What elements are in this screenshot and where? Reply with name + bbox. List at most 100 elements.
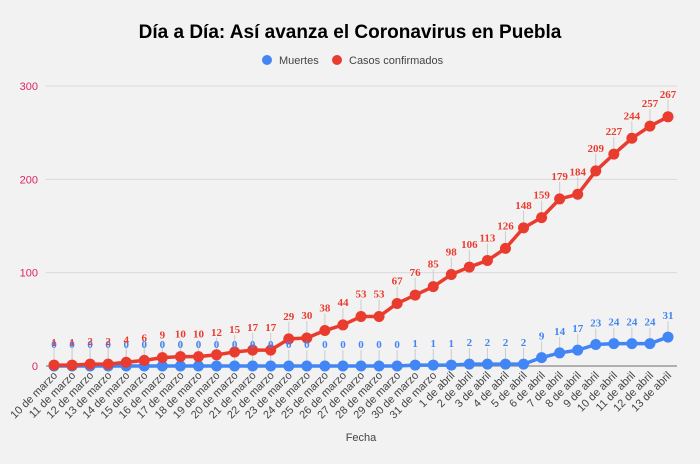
data-label-casos: 2 xyxy=(87,336,93,348)
point-muertes[interactable] xyxy=(229,360,241,372)
point-muertes[interactable] xyxy=(192,360,204,372)
point-casos[interactable] xyxy=(481,255,493,267)
data-label-casos: 267 xyxy=(660,89,677,101)
point-casos[interactable] xyxy=(192,351,204,363)
legend-marker-muertes xyxy=(262,55,272,65)
point-casos[interactable] xyxy=(211,349,223,361)
point-casos[interactable] xyxy=(554,193,566,205)
point-muertes[interactable] xyxy=(662,331,674,343)
data-label-casos: 67 xyxy=(392,275,404,287)
point-muertes[interactable] xyxy=(445,359,457,371)
point-casos[interactable] xyxy=(355,311,367,323)
point-casos[interactable] xyxy=(644,120,656,132)
point-casos[interactable] xyxy=(66,359,78,371)
point-muertes[interactable] xyxy=(572,344,584,356)
data-label-muertes: 0 xyxy=(214,339,220,351)
point-casos[interactable] xyxy=(536,212,548,224)
point-casos[interactable] xyxy=(391,297,403,309)
point-casos[interactable] xyxy=(48,359,60,371)
data-label-muertes: 1 xyxy=(430,338,436,350)
point-muertes[interactable] xyxy=(499,358,511,370)
data-label-muertes: 0 xyxy=(322,339,328,351)
point-muertes[interactable] xyxy=(463,358,475,370)
point-muertes[interactable] xyxy=(265,360,277,372)
point-casos[interactable] xyxy=(301,332,313,344)
point-muertes[interactable] xyxy=(409,359,421,371)
chart-title: Día a Día: Así avanza el Coronavirus en … xyxy=(139,22,562,43)
point-casos[interactable] xyxy=(120,356,132,368)
point-casos[interactable] xyxy=(265,344,277,356)
point-casos[interactable] xyxy=(463,261,475,273)
point-casos[interactable] xyxy=(283,333,295,345)
data-label-casos: 85 xyxy=(428,259,440,271)
point-casos[interactable] xyxy=(572,188,584,200)
data-label-casos: 9 xyxy=(160,330,166,342)
data-label-muertes: 31 xyxy=(663,310,674,322)
data-label-casos: 4 xyxy=(123,334,129,346)
legend-marker-casos xyxy=(332,55,342,65)
point-casos[interactable] xyxy=(174,351,186,363)
point-muertes[interactable] xyxy=(518,358,530,370)
data-label-casos: 44 xyxy=(337,297,349,309)
point-muertes[interactable] xyxy=(373,360,385,372)
point-muertes[interactable] xyxy=(644,338,656,350)
data-label-casos: 38 xyxy=(319,303,331,315)
data-label-muertes: 1 xyxy=(412,338,418,350)
point-casos[interactable] xyxy=(102,358,114,370)
point-casos[interactable] xyxy=(409,289,421,301)
point-casos[interactable] xyxy=(319,325,331,337)
data-label-muertes: 0 xyxy=(105,339,111,351)
data-label-muertes: 0 xyxy=(160,339,166,351)
data-label-casos: 98 xyxy=(446,247,458,259)
point-muertes[interactable] xyxy=(427,359,439,371)
series-casos xyxy=(48,111,674,371)
point-muertes[interactable] xyxy=(247,360,259,372)
point-casos[interactable] xyxy=(337,319,349,331)
data-label-casos: 209 xyxy=(588,143,605,155)
point-casos[interactable] xyxy=(427,281,439,293)
point-casos[interactable] xyxy=(518,222,530,234)
point-casos[interactable] xyxy=(445,269,457,281)
data-label-muertes: 24 xyxy=(626,317,638,329)
point-casos[interactable] xyxy=(373,311,385,323)
data-label-casos: 76 xyxy=(410,267,422,279)
data-label-muertes: 0 xyxy=(376,339,382,351)
point-casos[interactable] xyxy=(608,148,620,160)
point-muertes[interactable] xyxy=(337,360,349,372)
legend-item-casos[interactable]: Casos confirmados xyxy=(332,55,444,67)
point-muertes[interactable] xyxy=(211,360,223,372)
point-casos[interactable] xyxy=(84,358,96,370)
point-casos[interactable] xyxy=(499,242,511,254)
point-casos[interactable] xyxy=(138,354,150,366)
point-muertes[interactable] xyxy=(174,360,186,372)
data-labels-muertes: 0 0 0 0 0 0 0 0 0 0 0 0 0 0 0 0 0 0 0 0 1 1 1 2 2 2 29 14 17 23 24 24 24… xyxy=(51,310,673,351)
data-label-muertes: 0 xyxy=(358,339,364,351)
data-label-muertes: 0 xyxy=(196,339,202,351)
point-muertes[interactable] xyxy=(481,358,493,370)
point-muertes[interactable] xyxy=(590,339,602,351)
point-casos[interactable] xyxy=(626,132,638,144)
data-label-casos: 227 xyxy=(606,126,623,138)
point-casos[interactable] xyxy=(662,111,674,123)
point-muertes[interactable] xyxy=(554,347,566,359)
point-muertes[interactable] xyxy=(301,360,313,372)
point-casos[interactable] xyxy=(590,165,602,177)
point-muertes[interactable] xyxy=(283,360,295,372)
data-label-casos: 179 xyxy=(551,171,568,183)
legend-item-muertes[interactable]: Muertes xyxy=(262,55,319,67)
point-muertes[interactable] xyxy=(626,338,638,350)
point-casos[interactable] xyxy=(247,344,259,356)
point-casos[interactable] xyxy=(156,352,168,364)
data-label-casos: 257 xyxy=(642,98,659,110)
point-muertes[interactable] xyxy=(355,360,367,372)
point-casos[interactable] xyxy=(229,346,241,358)
data-label-muertes: 2 xyxy=(467,337,473,349)
data-label-muertes: 0 xyxy=(69,339,75,351)
point-muertes[interactable] xyxy=(156,360,168,372)
point-muertes[interactable] xyxy=(536,352,548,364)
point-muertes[interactable] xyxy=(391,360,403,372)
data-label-casos: 126 xyxy=(497,220,514,232)
point-muertes[interactable] xyxy=(319,360,331,372)
y-axis: 0 100 200 300 xyxy=(20,81,38,373)
point-muertes[interactable] xyxy=(608,338,620,350)
